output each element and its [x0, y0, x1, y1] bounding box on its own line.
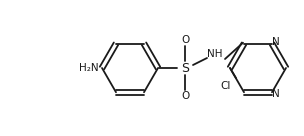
Text: Cl: Cl [221, 81, 231, 91]
Text: O: O [181, 91, 189, 101]
Text: H₂N: H₂N [79, 63, 99, 73]
Text: N: N [272, 37, 280, 47]
Text: O: O [181, 35, 189, 45]
Text: N: N [272, 89, 280, 99]
Text: NH: NH [207, 49, 223, 59]
Text: S: S [181, 61, 189, 75]
